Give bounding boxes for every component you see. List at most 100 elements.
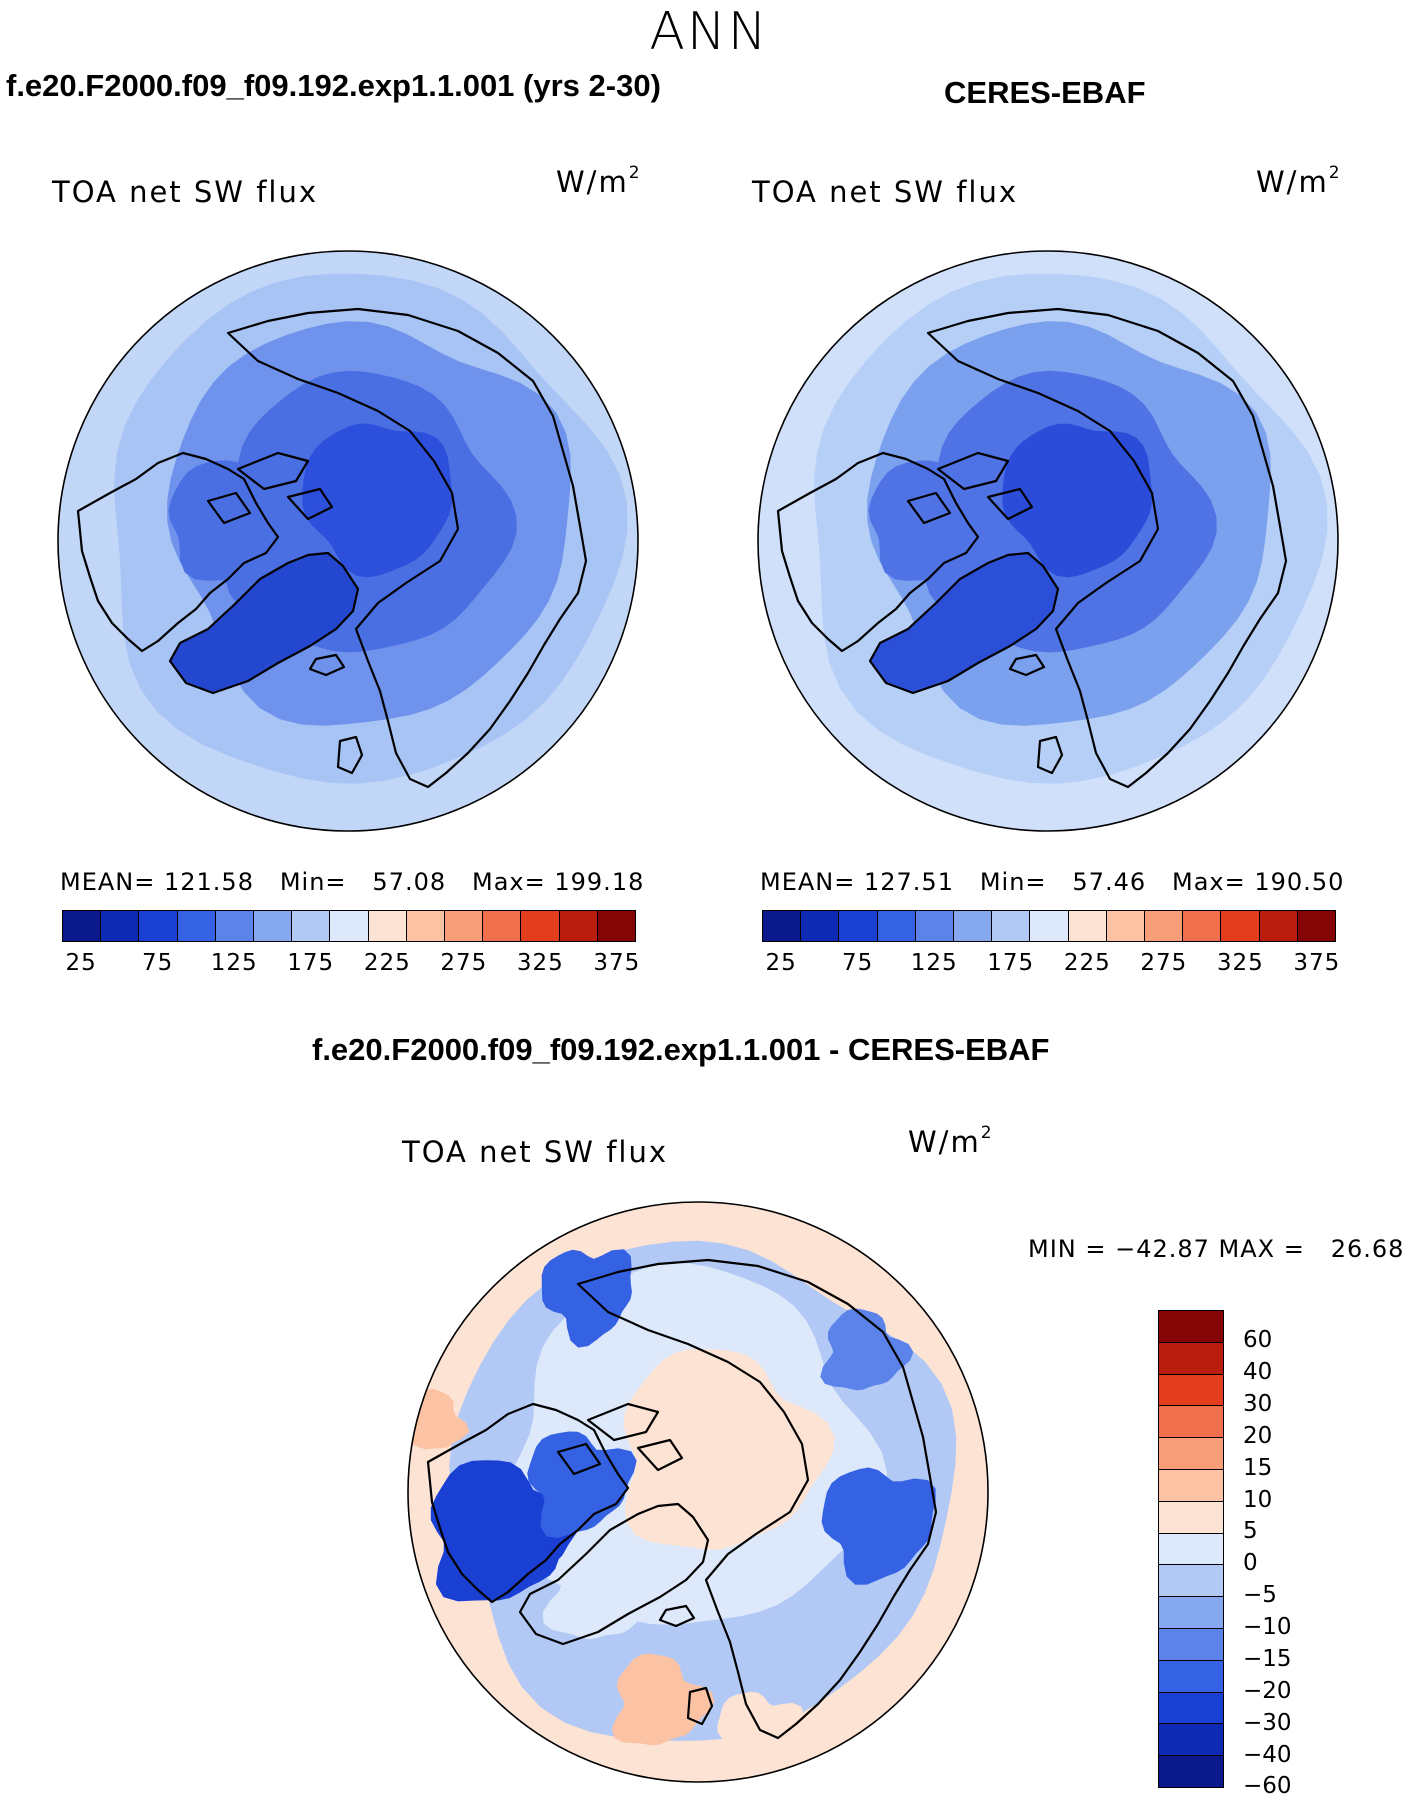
panel-1-stats: MEAN= 121.58 Min= 57.08 Max= 199.18 — [60, 868, 645, 896]
panel-2-colorbar-swatch-7 — [1030, 911, 1069, 941]
panel-1-map-map-border — [57, 250, 639, 832]
panel-1-map-coastline-iceland — [308, 653, 346, 677]
difference-map-central-positive — [623, 1348, 835, 1550]
difference-map-map-border — [407, 1201, 989, 1783]
panel-2-colorbar-swatch-1 — [801, 911, 840, 941]
panel-2-colorbar-swatch-9 — [1106, 911, 1146, 941]
panel-1-colorbar — [62, 910, 636, 942]
panel-1-colorbar-swatch-13 — [559, 911, 598, 941]
panel-2-colorbar-tick-label: 375 — [1293, 950, 1341, 976]
panel-1-colorbar-tick-label: 75 — [142, 950, 174, 976]
difference-colorbar-swatch-1 — [1159, 1342, 1223, 1375]
panel-2-colorbar-swatch-10 — [1145, 911, 1184, 941]
panel-2-colorbar — [762, 910, 1336, 942]
difference-map-pacific-negative — [820, 1308, 914, 1391]
difference-colorbar-swatch-5 — [1159, 1469, 1223, 1502]
difference-colorbar-swatch-12 — [1159, 1692, 1223, 1725]
panel-2-colorbar-tick-label: 275 — [1140, 950, 1188, 976]
difference-map-coastline-greenland — [518, 1502, 710, 1646]
panel-1-map-coastline-archipelago-1 — [236, 451, 310, 491]
panel-2-colorbar-swatch-11 — [1183, 911, 1222, 941]
difference-colorbar-tick-label: −10 — [1243, 1614, 1292, 1641]
panel-1-title: f.e20.F2000.f09_f09.192.exp1.1.001 (yrs … — [6, 68, 661, 103]
panel-1-colorbar-swatch-11 — [483, 911, 522, 941]
panel-1-colorbar-swatch-1 — [101, 911, 140, 941]
panel-1-colorbar-swatch-9 — [406, 911, 446, 941]
panel-2-map-band-core — [1002, 423, 1153, 578]
panel-1-colorbar-swatch-14 — [597, 911, 636, 941]
difference-colorbar-tick-label: −5 — [1243, 1582, 1277, 1609]
panel-2-map-greenland-fill — [870, 553, 1058, 693]
panel-1-colorbar-swatch-5 — [254, 911, 293, 941]
panel-1-variable: TOA net SW flux — [52, 175, 319, 209]
panel-2-colorbar-swatch-0 — [763, 911, 802, 941]
panel-1-colorbar-tick-label: 325 — [516, 950, 564, 976]
difference-variable: TOA net SW flux — [402, 1135, 669, 1169]
difference-stats: MIN = −42.87 MAX = 26.68 — [1028, 1235, 1405, 1263]
difference-colorbar-swatch-9 — [1159, 1597, 1223, 1629]
difference-polar-map — [407, 1201, 989, 1783]
difference-colorbar-swatch-8 — [1159, 1565, 1223, 1598]
difference-colorbar-tick-label: 20 — [1243, 1422, 1273, 1449]
difference-colorbar-swatch-10 — [1159, 1628, 1223, 1661]
difference-colorbar-tick-label: −15 — [1243, 1645, 1292, 1672]
difference-title: f.e20.F2000.f09_f09.192.exp1.1.001 - CER… — [312, 1032, 1050, 1067]
difference-colorbar-tick-label: 40 — [1243, 1359, 1273, 1386]
panel-2-variable: TOA net SW flux — [752, 175, 1019, 209]
difference-colorbar-swatch-13 — [1159, 1724, 1223, 1757]
panel-1-colorbar-swatch-12 — [521, 911, 560, 941]
panel-1-map-band-core — [302, 423, 453, 578]
difference-colorbar-ticks: 60 40 30 20 15 10 5 0 −5 −10 −15 −20 −30 −40 −60 — [1243, 1310, 1323, 1799]
difference-map-coastline-archipelago-1 — [586, 1402, 660, 1442]
panel-1-map-coastline-greenland — [168, 551, 360, 695]
panel-2-map-coastline-britain — [1036, 735, 1064, 775]
difference-colorbar-tick-label: 10 — [1243, 1486, 1273, 1513]
panel-1-map-coastline-eurasia — [226, 307, 588, 789]
panel-2-colorbar-tick-label: 175 — [987, 950, 1035, 976]
panel-2-colorbar-swatch-6 — [992, 911, 1031, 941]
difference-map-siberia-negative — [821, 1467, 936, 1585]
difference-colorbar-tick-label: 5 — [1243, 1518, 1258, 1545]
difference-colorbar-tick-label: 60 — [1243, 1327, 1273, 1354]
panel-1-polar-map — [57, 250, 639, 832]
difference-colorbar-tick-label: −30 — [1243, 1709, 1292, 1736]
difference-colorbar-tick-label: −40 — [1243, 1741, 1292, 1768]
panel-1-colorbar-tick-label: 25 — [65, 950, 97, 976]
panel-2-colorbar-tick-label: 125 — [910, 950, 958, 976]
panel-2-colorbar-swatch-4 — [915, 911, 955, 941]
panel-2-colorbar-swatch-8 — [1068, 911, 1107, 941]
panel-1-map-coastline-archipelago-2 — [286, 487, 334, 521]
panel-1-map-coastline-britain — [336, 735, 364, 775]
difference-colorbar-tick-label: 15 — [1243, 1454, 1273, 1481]
panel-1-colorbar-tick-label: 175 — [287, 950, 335, 976]
difference-map-coastline-archipelago-2 — [636, 1438, 684, 1472]
panel-1-colorbar-tick-label: 225 — [363, 950, 411, 976]
panel-2-colorbar-swatch-3 — [877, 911, 916, 941]
difference-colorbar-swatch-14 — [1159, 1756, 1223, 1787]
difference-map-coastline-britain — [686, 1686, 714, 1726]
panel-1-colorbar-swatch-7 — [330, 911, 369, 941]
panel-2-stats: MEAN= 127.51 Min= 57.46 Max= 190.50 — [760, 868, 1345, 896]
panel-2-map-map-border — [757, 250, 1339, 832]
panel-2-map-coastline-eurasia — [926, 307, 1288, 789]
difference-colorbar-tick-label: −20 — [1243, 1677, 1292, 1704]
panel-1-colorbar-tick-label: 125 — [210, 950, 258, 976]
panel-2-map-coastline-greenland — [868, 551, 1060, 695]
panel-2-title: CERES-EBAF — [944, 75, 1146, 110]
panel-2-colorbar-swatch-14 — [1297, 911, 1336, 941]
difference-units: W/m2 — [908, 1123, 992, 1159]
difference-map-atlantic-positive — [611, 1653, 715, 1746]
difference-colorbar-swatch-0 — [1159, 1311, 1223, 1343]
difference-map-coastline-archipelago-3 — [556, 1442, 602, 1476]
difference-map-coastline-iceland — [658, 1604, 696, 1628]
panel-2-polar-map — [757, 250, 1339, 832]
panel-1-colorbar-swatch-0 — [63, 911, 102, 941]
panel-1-map-coastline-north-america — [76, 451, 280, 653]
difference-colorbar-tick-label: 0 — [1243, 1550, 1258, 1577]
difference-colorbar — [1158, 1310, 1224, 1788]
panel-2-map-coastline-archipelago-2 — [986, 487, 1034, 521]
panel-2-colorbar-swatch-2 — [839, 911, 878, 941]
panel-1-colorbar-tick-label: 375 — [593, 950, 641, 976]
difference-colorbar-swatch-3 — [1159, 1406, 1223, 1439]
difference-colorbar-swatch-7 — [1159, 1533, 1223, 1566]
